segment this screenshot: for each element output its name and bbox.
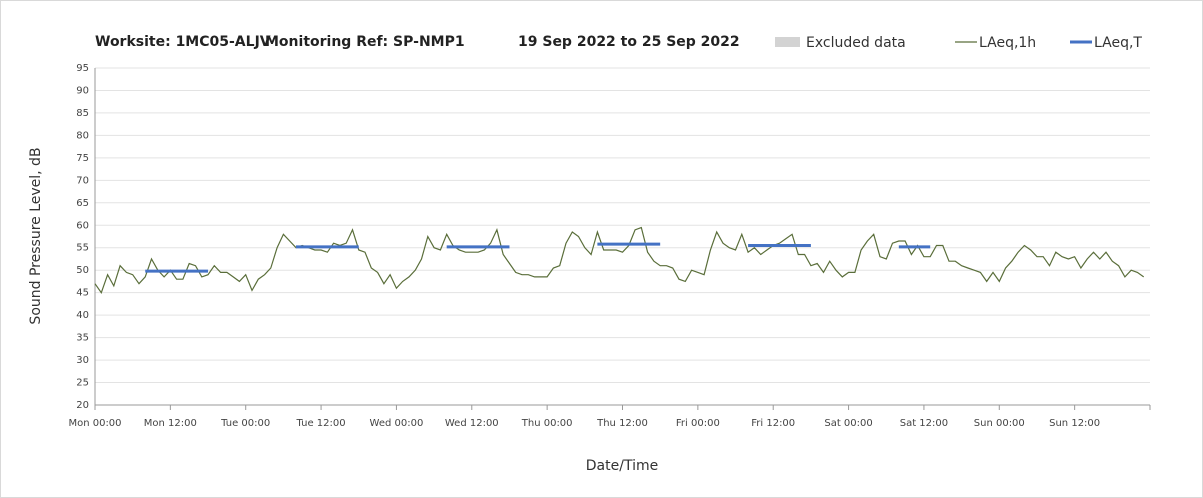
- y-tick-label: 65: [76, 198, 89, 209]
- series-line: [94, 226, 1145, 295]
- legend-label: LAeq,1h: [979, 35, 1036, 51]
- y-tick-label: 45: [76, 288, 89, 299]
- x-tick-label: Wed 00:00: [370, 418, 424, 429]
- y-tick-label: 60: [76, 220, 89, 231]
- x-tick-label: Thu 12:00: [596, 418, 648, 429]
- x-tick-label: Fri 00:00: [676, 418, 720, 429]
- x-tick-label: Sat 12:00: [900, 418, 948, 429]
- y-tick-label: 35: [76, 333, 89, 344]
- x-tick-label: Fri 12:00: [751, 418, 795, 429]
- x-tick-label: Mon 12:00: [144, 418, 197, 429]
- x-tick-label: Sun 00:00: [974, 418, 1025, 429]
- x-tick-label: Thu 00:00: [521, 418, 573, 429]
- legend-label: LAeq,T: [1094, 35, 1142, 51]
- title-worksite: Worksite: 1MC05-ALJV: [95, 34, 271, 50]
- y-tick-label: 40: [76, 310, 89, 321]
- y-tick-label: 85: [76, 108, 89, 119]
- y-axis-label: Sound Pressure Level, dB: [28, 147, 44, 324]
- x-tick-label: Sat 00:00: [824, 418, 872, 429]
- y-tick-label: 95: [76, 63, 89, 74]
- y-tick-label: 25: [76, 378, 89, 389]
- x-tick-label: Tue 00:00: [220, 418, 270, 429]
- y-tick-label: 90: [76, 85, 89, 96]
- y-tick-label: 50: [76, 265, 89, 276]
- x-tick-label: Wed 12:00: [445, 418, 499, 429]
- title-ref: Monitoring Ref: SP-NMP1: [265, 34, 465, 50]
- y-tick-label: 55: [76, 243, 89, 254]
- x-tick-label: Sun 12:00: [1049, 418, 1100, 429]
- y-tick-label: 80: [76, 130, 89, 141]
- y-tick-label: 70: [76, 175, 89, 186]
- y-tick-label: 75: [76, 153, 89, 164]
- legend-swatch: [775, 37, 800, 47]
- x-axis-label: Date/Time: [586, 458, 658, 474]
- y-tick-label: 30: [76, 355, 89, 366]
- x-tick-label: Mon 00:00: [68, 418, 121, 429]
- x-tick-label: Tue 12:00: [296, 418, 346, 429]
- title-dates: 19 Sep 2022 to 25 Sep 2022: [518, 34, 740, 50]
- y-tick-label: 20: [76, 400, 89, 411]
- legend-label: Excluded data: [806, 35, 906, 51]
